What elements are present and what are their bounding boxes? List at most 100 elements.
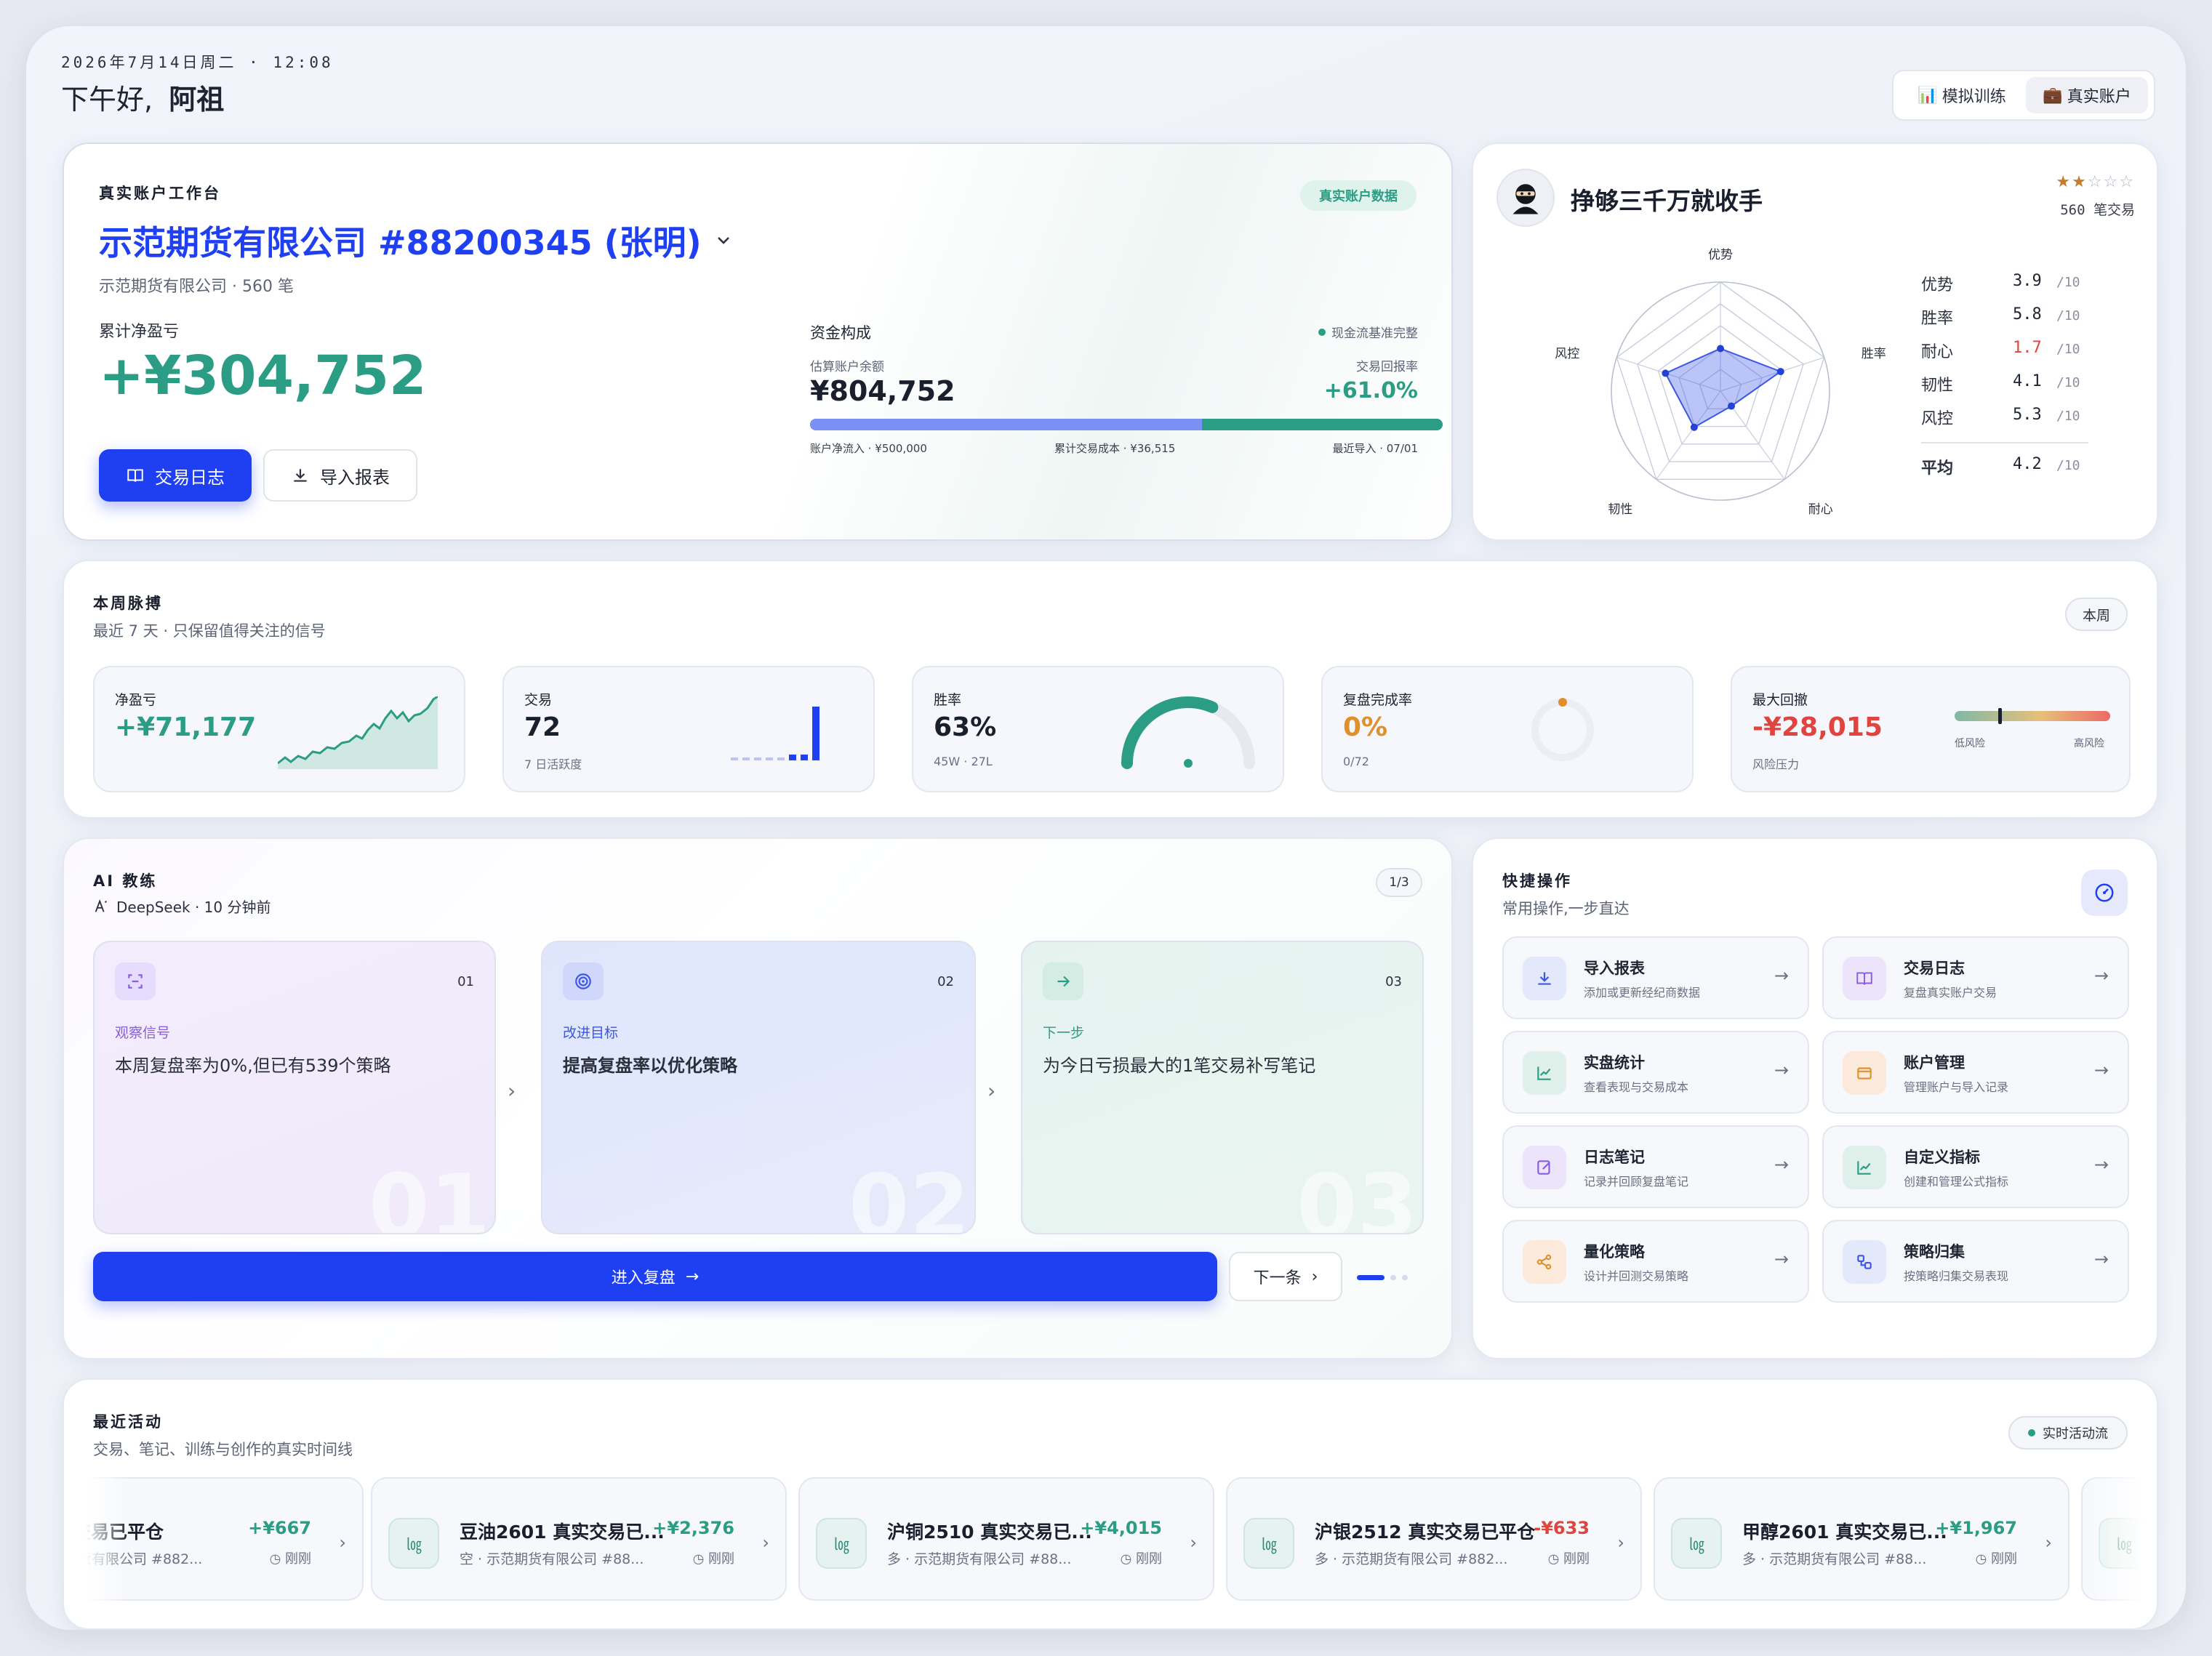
- activity-item-amount: -¥633: [1534, 1518, 1590, 1538]
- import-label: 导入报表: [320, 467, 390, 488]
- journal-button[interactable]: 交易日志: [99, 449, 252, 502]
- qa-indicators[interactable]: 自定义指标 创建和管理公式指标 →: [1822, 1125, 2129, 1208]
- gauge-center: [1184, 759, 1193, 768]
- mode-real-button[interactable]: 💼 真实账户: [2026, 77, 2148, 113]
- risk-bar: [1955, 708, 2110, 724]
- score-row: 胜率 5.8/10: [1921, 305, 2103, 334]
- real-data-badge: 真实账户数据: [1300, 180, 1416, 211]
- stat-drawdown-label: 最大回撤: [1752, 692, 1808, 708]
- activity-item-sub: 空 · 示范期货有限公司 #88...: [460, 1551, 644, 1567]
- user-name: 阿祖: [169, 84, 225, 116]
- score-label: 优势: [1921, 276, 1954, 294]
- arrow-right-icon: →: [685, 1267, 700, 1286]
- chevron-right-icon: ›: [1617, 1532, 1624, 1553]
- ai-card-observe[interactable]: 01 观察信号 本周复盘率为0%,但已有539个策略 01: [93, 941, 496, 1234]
- activity-item-amount: +¥4,015: [1080, 1518, 1162, 1538]
- qa-title: 导入报表: [1584, 960, 1645, 977]
- qa-sub: 创建和管理公式指标: [1904, 1175, 2009, 1189]
- score-label: 胜率: [1921, 310, 1954, 328]
- pulse-title: 本周脉搏: [93, 595, 163, 612]
- activity-item[interactable]: ㏒ 沪银2512 真实交易已平仓 多 · 示范期货有限公司 #882... -¥…: [1226, 1477, 1642, 1601]
- ai-card-tag: 下一步: [1043, 1025, 1085, 1041]
- radar-point: [1727, 402, 1735, 410]
- trades-bars: [731, 707, 820, 760]
- download-icon: [294, 469, 307, 482]
- arrow-right-icon: →: [2093, 1060, 2109, 1080]
- page-dot[interactable]: [1402, 1275, 1408, 1280]
- activity-item-sub: 多 · 示范期货有限公司 #882...: [1315, 1551, 1508, 1567]
- qa-journal[interactable]: 交易日志 复盘真实账户交易 →: [1822, 936, 2129, 1019]
- qa-strategy-group[interactable]: 策略归集 按策略归集交易表现 →: [1822, 1220, 2129, 1303]
- activity-item-amount: +¥1,967: [1935, 1518, 2017, 1538]
- period-button[interactable]: 本周: [2065, 598, 2128, 631]
- page-dot-active[interactable]: [1357, 1275, 1384, 1280]
- stat-trades-value: 72: [524, 712, 561, 742]
- radar-grid: [1637, 303, 1804, 462]
- activity-track: ㏒ 真实交易已平仓 示范期货有限公司 #882... +¥667 ◷ 刚刚 › …: [64, 1380, 2157, 1628]
- qa-notes[interactable]: 日志笔记 记录并回顾复盘笔记 →: [1502, 1125, 1809, 1208]
- import-button[interactable]: 导入报表: [263, 449, 417, 502]
- stat-drawdown-note: 风险压力: [1752, 757, 1800, 771]
- qa-quant[interactable]: 量化策略 设计并回测交易策略 →: [1502, 1220, 1809, 1303]
- qa-sub: 查看表现与交易成本: [1584, 1080, 1689, 1094]
- live-feed-label: 实时活动流: [2043, 1426, 2108, 1442]
- radar-label: 胜率: [1862, 347, 1886, 361]
- stat-winrate-value: 63%: [934, 712, 997, 742]
- enter-review-button[interactable]: 进入复盘 →: [93, 1252, 1217, 1301]
- line-chart-icon: [1523, 1051, 1566, 1095]
- line-chart-icon: [1843, 1146, 1886, 1189]
- qa-sub: 记录并回顾复盘笔记: [1584, 1175, 1689, 1189]
- score-label: 风控: [1921, 410, 1954, 428]
- quick-sub: 常用操作,一步直达: [1502, 900, 1630, 917]
- arrow-right-icon: →: [1774, 1060, 1789, 1080]
- score-value: 5.8: [2013, 305, 2042, 323]
- activity-item-partial[interactable]: ㏒: [2081, 1477, 2157, 1601]
- net-sparkline: [278, 696, 438, 769]
- radar-label: 风控: [1555, 347, 1579, 361]
- fund-status-text: 现金流基准完整: [1331, 326, 1418, 341]
- activity-item[interactable]: ㏒ 甲醇2601 真实交易已... 多 · 示范期货有限公司 #88... +¥…: [1654, 1477, 2069, 1601]
- activity-item[interactable]: ㏒ 沪铜2510 真实交易已... 多 · 示范期货有限公司 #88... +¥…: [798, 1477, 1214, 1601]
- ai-title: AI 教练: [93, 872, 158, 890]
- status-dot: [2028, 1429, 2035, 1436]
- avatar: [1496, 169, 1555, 227]
- gauge-fill: [1121, 696, 1219, 769]
- return-value: +61.0%: [1323, 378, 1418, 403]
- ai-card-tag: 改进目标: [563, 1025, 619, 1041]
- ai-card-next[interactable]: 03 下一步 为今日亏损最大的1笔交易补写笔记 03: [1021, 941, 1424, 1234]
- chevron-down-icon: [717, 237, 729, 244]
- arrow-right-icon: →: [2093, 1154, 2109, 1175]
- qa-title: 自定义指标: [1904, 1149, 1980, 1166]
- qa-stats[interactable]: 实盘统计 查看表现与交易成本 →: [1502, 1031, 1809, 1114]
- mode-sim-button[interactable]: 📊 模拟训练: [1901, 77, 2023, 113]
- page-dot[interactable]: [1390, 1275, 1396, 1280]
- workspace-title: 真实账户工作台: [99, 185, 221, 202]
- winrate-gauge: [1121, 696, 1255, 769]
- rating-stars: ★★☆☆☆: [2056, 173, 2135, 191]
- strategy-icon: [1523, 1240, 1566, 1284]
- activity-item-time: ◷ 刚刚: [1120, 1551, 1162, 1567]
- stat-net-label: 净盈亏: [115, 692, 157, 708]
- stat-review-value: 0%: [1343, 712, 1388, 742]
- score-row: 优势 3.9/10: [1921, 272, 2103, 301]
- radar-label: 耐心: [1808, 502, 1833, 517]
- arrow-right-icon: →: [1774, 965, 1789, 986]
- activity-item-amount: +¥667: [248, 1518, 311, 1538]
- score-value: 5.3: [2013, 406, 2042, 424]
- activity-item[interactable]: ㏒ 豆油2601 真实交易已... 空 · 示范期货有限公司 #88... +¥…: [371, 1477, 787, 1601]
- return-label: 交易回报率: [1356, 360, 1418, 374]
- qa-import[interactable]: 导入报表 添加或更新经纪商数据 →: [1502, 936, 1809, 1019]
- next-tip-button[interactable]: 下一条 ›: [1229, 1252, 1342, 1301]
- qa-accounts[interactable]: 账户管理 管理账户与导入记录 →: [1822, 1031, 2129, 1114]
- activity-item-title: 甲醇2601 真实交易已...: [1742, 1522, 1947, 1543]
- account-selector[interactable]: 示范期货有限公司 #88200345 (张明): [99, 217, 732, 265]
- ai-card-goal[interactable]: 02 改进目标 提高复盘率以优化策略 02: [541, 941, 976, 1234]
- score-value: 4.2: [2013, 455, 2042, 473]
- gauge-button[interactable]: [2081, 869, 2128, 916]
- activity-item[interactable]: ㏒ 真实交易已平仓 示范期货有限公司 #882... +¥667 ◷ 刚刚 ›: [64, 1477, 364, 1601]
- chevron-right-icon: ›: [339, 1532, 346, 1553]
- qa-title: 实盘统计: [1584, 1054, 1645, 1072]
- chart-icon: 📊: [1918, 86, 1938, 105]
- briefcase-icon: 💼: [2043, 86, 2063, 105]
- arrow-right-icon: [1043, 962, 1083, 1000]
